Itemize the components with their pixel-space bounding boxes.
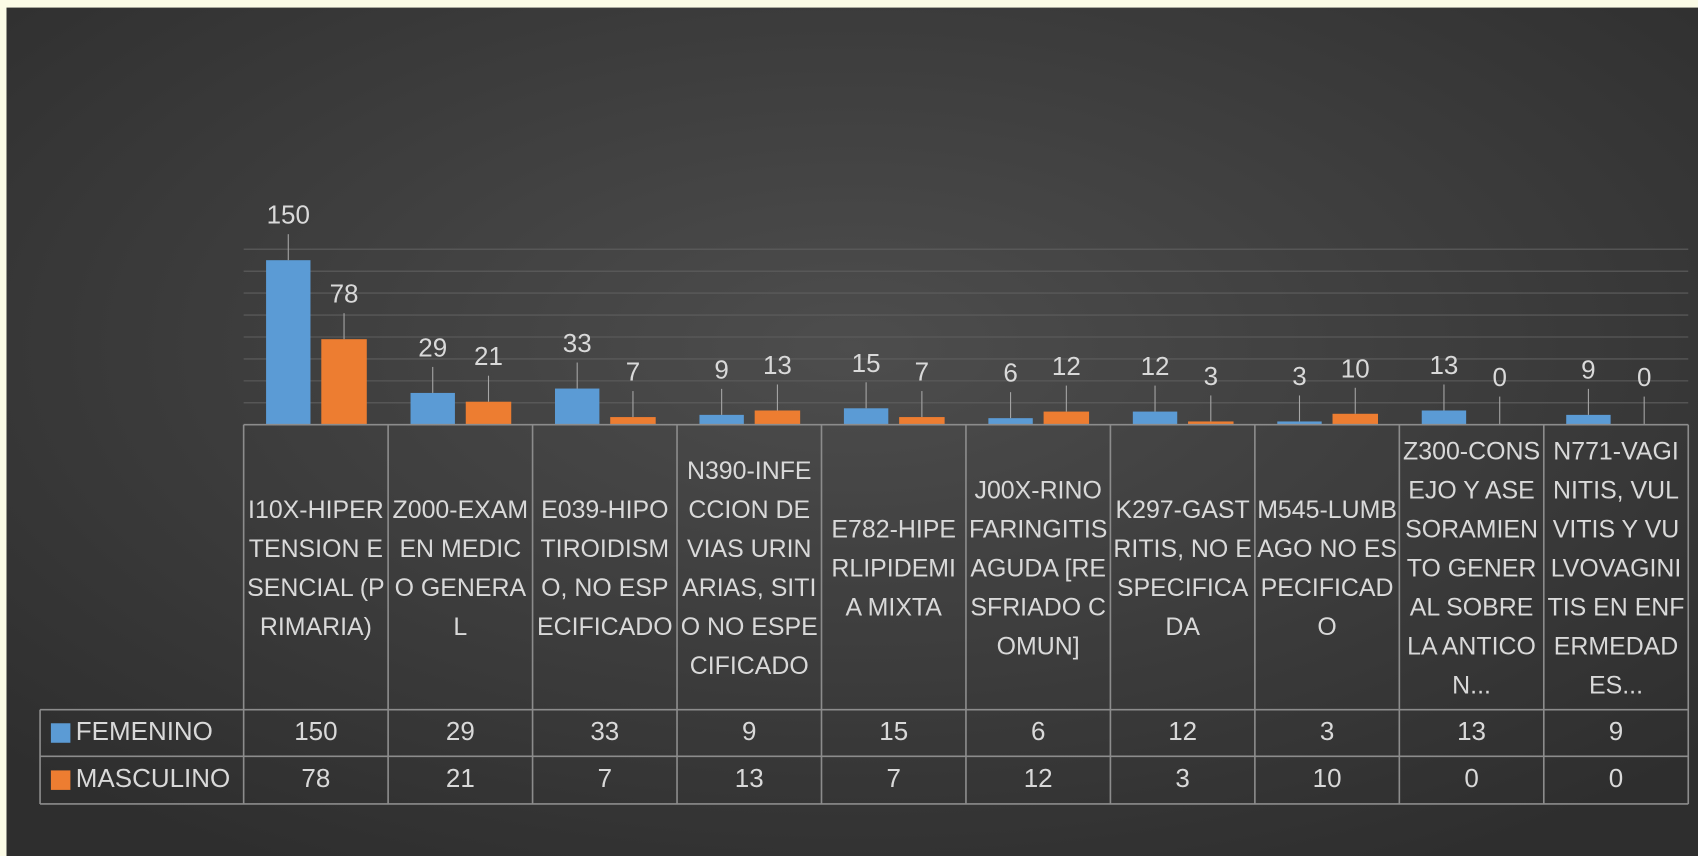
data-label: 29: [418, 332, 447, 362]
legend-label: FEMENINO: [76, 716, 213, 746]
x-tick-label: N771-VAGINITIS, VULVITIS Y VULVOVAGINITI…: [1547, 436, 1685, 699]
category-cell: J00X-RINOFARINGITIS AGUDA [RESFRIADO COM…: [968, 475, 1108, 660]
data-label: 6: [1003, 358, 1017, 388]
table-value: 12: [1168, 716, 1197, 746]
data-label: 7: [626, 357, 640, 387]
bar: [754, 410, 801, 425]
bar: [1188, 421, 1234, 425]
table-value: 0: [1464, 763, 1478, 793]
category-cell: N771-VAGINITIS, VULVITIS Y VULVOVAGINITI…: [1547, 436, 1685, 699]
bar: [843, 408, 889, 425]
bar: [266, 260, 311, 425]
chart-background: [6, 7, 1698, 856]
bar: [1421, 410, 1467, 425]
table-value: 13: [1457, 716, 1486, 746]
data-label: 3: [1204, 361, 1218, 391]
bar: [465, 401, 512, 425]
table-value: 0: [1609, 763, 1623, 793]
table-value: 10: [1313, 763, 1342, 793]
category-cell: K297-GASTRITIS, NO ESPECIFICADA: [1113, 494, 1252, 640]
category-cell: M545-LUMBAGO NO ESPECIFICADO: [1257, 494, 1398, 640]
data-label: 12: [1141, 351, 1170, 381]
bar: [1043, 411, 1090, 425]
category-cell: E039-HIPOTIROIDISMO, NO ESPECIFICADO: [536, 494, 673, 640]
table-value: 9: [1609, 716, 1623, 746]
x-tick-label: E039-HIPOTIROIDISMO, NO ESPECIFICADO: [536, 494, 673, 640]
table-value: 7: [886, 763, 900, 793]
bar: [610, 417, 656, 425]
x-tick-label: J00X-RINOFARINGITIS AGUDA [RESFRIADO COM…: [968, 475, 1108, 660]
bar: [1132, 411, 1178, 425]
table-value: 13: [735, 763, 764, 793]
bar: [699, 414, 744, 425]
bar: [554, 388, 600, 425]
category-cell: I10X-HIPERTENSION ESENCIAL (PRIMARIA): [247, 494, 385, 640]
x-tick-label: K297-GASTRITIS, NO ESPECIFICADA: [1113, 494, 1252, 640]
bar: [1332, 413, 1379, 425]
data-label: 10: [1341, 353, 1370, 383]
table-value: 6: [1031, 716, 1045, 746]
data-label: 0: [1492, 362, 1506, 392]
data-label: 9: [714, 354, 728, 384]
table-value: 15: [879, 716, 908, 746]
table-value: 9: [742, 716, 756, 746]
data-label: 12: [1052, 351, 1081, 381]
bar: [899, 417, 945, 425]
legend-label: MASCULINO: [76, 763, 230, 793]
data-label: 13: [763, 350, 792, 380]
x-tick-label: M545-LUMBAGO NO ESPECIFICADO: [1257, 494, 1398, 640]
category-cell: Z000-EXAMEN MEDICO GENERAL: [392, 494, 529, 640]
x-tick-label: N390-INFECCION DE VIAS URINARIAS, SITIO …: [680, 455, 818, 679]
data-label: 78: [330, 279, 359, 309]
data-label: 9: [1581, 354, 1595, 384]
table-value: 7: [598, 763, 612, 793]
x-tick-label: E782-HIPERLIPIDEMIA MIXTA: [831, 514, 957, 621]
bar: [1566, 414, 1611, 425]
legend-key: [50, 723, 71, 743]
x-tick-label: Z300-CONSEJO Y ASESORAMIENTO GENERAL SOB…: [1403, 436, 1541, 699]
bar: [1277, 421, 1322, 425]
data-label: 33: [563, 328, 592, 358]
table-value: 33: [590, 716, 619, 746]
x-tick-label: I10X-HIPERTENSION ESENCIAL (PRIMARIA): [247, 494, 385, 640]
category-cell: N390-INFECCION DE VIAS URINARIAS, SITIO …: [680, 455, 818, 679]
table-value: 78: [301, 763, 330, 793]
data-label: 15: [852, 348, 881, 378]
category-cell: Z300-CONSEJO Y ASESORAMIENTO GENERAL SOB…: [1403, 436, 1541, 699]
bar: [410, 392, 455, 425]
data-label: 3: [1292, 361, 1306, 391]
table-value: 29: [446, 716, 475, 746]
x-tick-label: Z000-EXAMEN MEDICO GENERAL: [392, 494, 529, 640]
table-value: 3: [1175, 763, 1189, 793]
legend-key: [50, 770, 71, 790]
data-label: 13: [1430, 350, 1459, 380]
table-value: 3: [1320, 716, 1334, 746]
data-label: 0: [1637, 362, 1651, 392]
table-value: 21: [446, 763, 475, 793]
table-value: 12: [1024, 763, 1053, 793]
category-cell: E782-HIPERLIPIDEMIA MIXTA: [831, 514, 957, 621]
data-label: 21: [474, 341, 503, 371]
table-value: 150: [294, 716, 337, 746]
data-label: 7: [915, 357, 929, 387]
bar: [321, 339, 367, 425]
bar: [988, 418, 1033, 425]
data-label: 150: [267, 200, 310, 230]
